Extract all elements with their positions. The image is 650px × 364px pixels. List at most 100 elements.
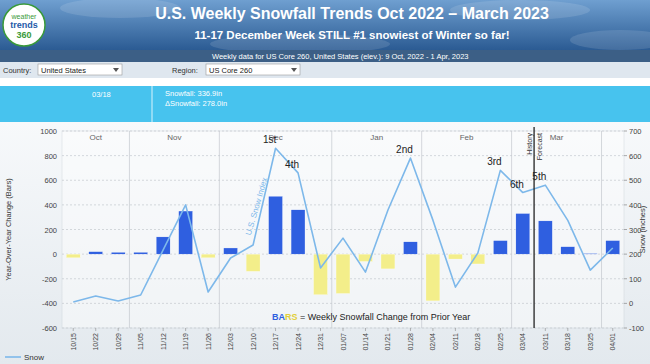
x-tick-label: 02/11 [452,333,459,350]
x-tick [387,328,388,331]
legend-swatch [5,356,21,358]
grid-line [62,303,624,304]
month-separator [219,131,220,328]
x-tick [163,328,164,331]
y2-tick-label: 100 [629,275,642,284]
month-separator [511,131,512,328]
bar [291,210,305,254]
bar [381,254,395,269]
bar [583,253,597,255]
info-snowfall: Snowfall: 336.9in [165,89,222,98]
month-separator [601,131,602,328]
month-label: Jan [370,133,383,142]
country-select[interactable] [38,64,122,75]
plot-area [62,131,624,328]
x-tick-label: 10/15 [70,333,77,351]
y2-tick-label: 600 [629,152,642,161]
subtitle: 11-17 December Week STILL #1 snowiest of… [194,29,509,41]
bar [403,242,417,254]
x-tick [522,328,523,331]
select-arrow [113,68,119,72]
bars-note-text: = Weekly Snowfall Change from Prior Year [298,312,471,322]
rank-annotation: 1st [263,134,277,145]
x-tick [567,328,568,331]
forecast-divider [533,127,534,328]
y2-tick-label: 500 [629,176,642,185]
x-tick [253,328,254,331]
month-label: Oct [89,133,102,142]
region-select[interactable] [206,64,300,75]
y-tick-label: -400 [42,299,57,308]
snow-line [73,148,613,302]
x-tick [545,328,546,331]
x-tick [208,328,209,331]
x-tick-label: 03/25 [587,333,594,351]
bar [111,252,125,254]
rank-annotation: 3rd [487,156,501,167]
x-tick-label: 12/24 [295,333,302,351]
bar [336,254,350,293]
x-tick-label: 01/14 [362,333,369,351]
y2-tick [624,180,627,181]
y-tick-label: -200 [42,275,57,284]
chart-svg: weathertrends360U.S. Weekly Snowfall Tre… [0,0,650,364]
x-tick-label: 01/21 [384,333,391,351]
bar [201,254,215,258]
x-tick [455,328,456,331]
chart-bg [0,122,650,364]
y2-tick-label: 0 [629,299,633,308]
bar [246,254,260,271]
legend-label: Snow [24,353,44,362]
y-tick-label: 800 [44,152,57,161]
x-tick-label: 04/01 [609,333,616,351]
x-tick-label: 02/04 [429,333,436,351]
y2-tick [624,328,627,329]
marks [66,148,619,302]
rank-annotation: 4th [285,159,299,170]
x-tick-label: 01/28 [407,333,414,351]
logo-badge [3,4,45,46]
data-source: Weekly data for US Core 260, United Stat… [212,52,469,61]
source-bar [0,50,650,62]
region-label: Region: [172,66,198,75]
info-strip [0,78,650,86]
bars-note: BARS = Weekly Snowfall Change from Prior… [272,312,470,322]
bar [66,254,80,258]
y-tick-label: 400 [44,201,57,210]
region-value: US Core 260 [209,66,252,75]
history-label: History [526,133,534,155]
y-tick-label: 0 [53,250,57,259]
month-separator [331,131,332,328]
x-tick [365,328,366,331]
x-tick [432,328,433,331]
grid-line [62,131,624,132]
info-bar [0,78,650,122]
x-tick-label: 01/07 [340,333,347,351]
bar [561,247,575,254]
month-separator [421,131,422,328]
x-tick-label: 10/29 [115,333,122,351]
x-tick [343,328,344,331]
y-tick-label: -600 [42,324,57,333]
y2-tick [624,155,627,156]
x-tick [73,328,74,331]
bar [134,252,148,254]
logo-text: trends [10,20,38,30]
x-tick [140,328,141,331]
x-tick [118,328,119,331]
month-label: Nov [167,133,181,142]
y2-tick [624,278,627,279]
x-tick [477,328,478,331]
x-tick-label: 10/22 [92,333,99,351]
x-tick-label: 12/17 [272,333,279,351]
bar [448,254,462,259]
header-decor [570,30,650,50]
info-date: 03/18 [92,90,111,99]
month-label: Mar [550,133,564,142]
y-tick-label: 1000 [40,127,57,136]
bar [516,213,530,254]
logo-text: 360 [16,30,31,40]
y2-tick [624,303,627,304]
bar [89,252,103,254]
x-tick-label: 12/10 [250,333,257,351]
